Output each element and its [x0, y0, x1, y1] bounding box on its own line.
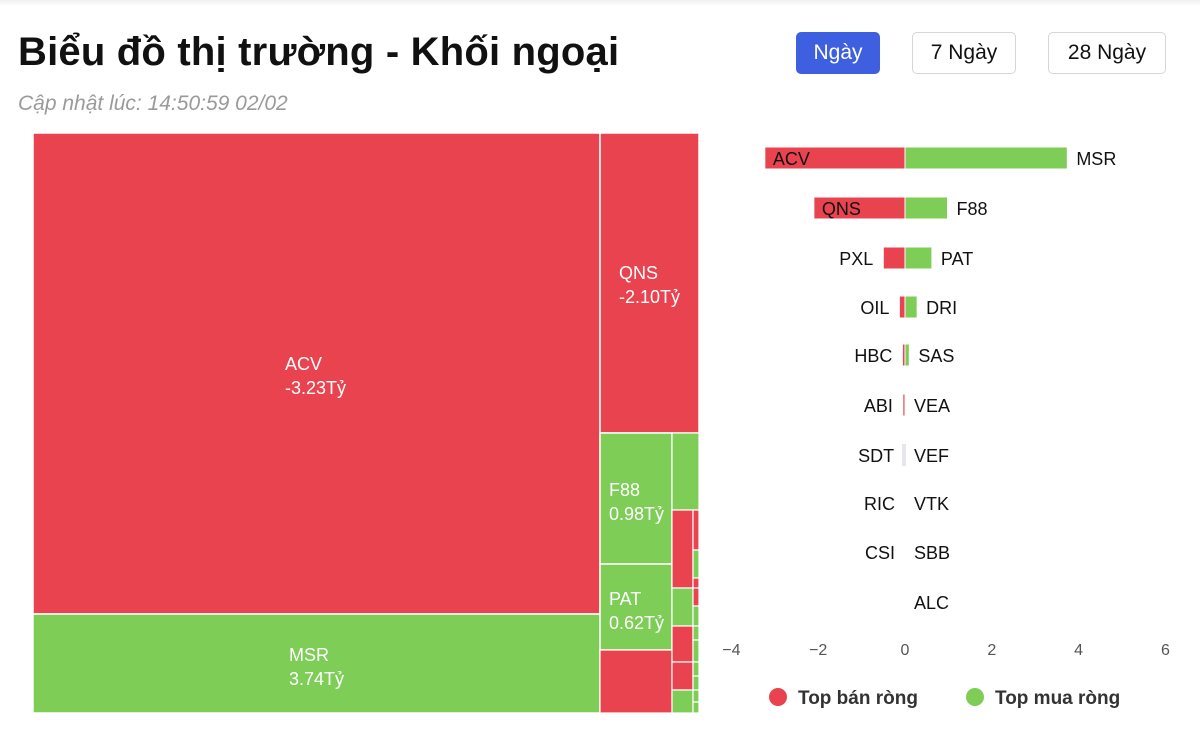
sell-bar-acv[interactable]: [764, 146, 906, 170]
sell-bar-qns[interactable]: [813, 196, 906, 220]
sell-bar-abi[interactable]: [902, 393, 906, 417]
treemap-small-tile[interactable]: [692, 549, 700, 579]
treemap-tile-qns[interactable]: [599, 132, 700, 434]
treemap-small-tile[interactable]: [692, 689, 700, 703]
treemap-small-tile[interactable]: [671, 432, 700, 511]
period-day-button[interactable]: Ngày: [796, 32, 880, 74]
treemap-value-acv: -3.23Tỷ: [285, 378, 346, 398]
treemap-small-tile[interactable]: [692, 661, 700, 677]
buy-bar-sas[interactable]: [904, 343, 910, 367]
sell-label-ric: RIC: [864, 494, 895, 514]
sell-bar-oil[interactable]: [898, 295, 906, 319]
treemap-small-tile[interactable]: [671, 661, 694, 691]
legend-marker-sell[interactable]: [769, 688, 787, 706]
x-tick-label: 0: [901, 642, 910, 659]
treemap-label-f88: F88: [609, 480, 640, 500]
buy-label-sas: SAS: [918, 346, 954, 366]
treemap-small-tile[interactable]: [692, 625, 700, 641]
treemap-label-msr: MSR: [289, 645, 329, 665]
treemap-label-pat: PAT: [609, 589, 641, 609]
zero-bar-marker: [902, 444, 906, 466]
treemap-tile-pat[interactable]: [599, 563, 673, 651]
treemap-small-tile[interactable]: [599, 649, 673, 714]
treemap-value-f88: 0.98Tỷ: [609, 504, 664, 524]
sell-bar-pxl[interactable]: [882, 246, 906, 270]
sell-label-csi: CSI: [865, 543, 895, 563]
sell-label-acv: ACV: [773, 149, 810, 169]
x-tick-label: 6: [1161, 642, 1170, 659]
buy-bar-msr[interactable]: [904, 146, 1068, 170]
x-tick-label: 4: [1074, 642, 1083, 659]
treemap-small-tile[interactable]: [671, 587, 694, 627]
legend-label-sell[interactable]: Top bán ròng: [798, 688, 918, 709]
treemap-value-pat: 0.62Tỷ: [609, 613, 664, 633]
buy-label-vea: VEA: [914, 396, 950, 416]
sell-bar-sdt[interactable]: [903, 443, 906, 467]
buy-bar-f88[interactable]: [904, 196, 949, 220]
treemap-small-tile[interactable]: [692, 577, 700, 589]
sell-label-qns: QNS: [822, 199, 861, 219]
treemap-small-tile[interactable]: [692, 605, 700, 627]
sell-label-abi: ABI: [864, 396, 893, 416]
page-title: Biểu đồ thị trường - Khối ngoại: [18, 30, 620, 74]
buy-label-vtk: VTK: [914, 494, 949, 514]
legend-marker-buy[interactable]: [966, 688, 984, 706]
buy-label-f88: F88: [957, 199, 988, 219]
sell-label-pxl: PXL: [839, 249, 873, 269]
treemap-value-msr: 3.74Tỷ: [289, 669, 344, 689]
buy-label-vef: VEF: [914, 446, 949, 466]
top-divider: [0, 0, 1200, 6]
treemap-tile-f88[interactable]: [599, 432, 673, 565]
buy-bar-pat[interactable]: [904, 246, 933, 270]
buy-label-alc: ALC: [914, 593, 949, 613]
treemap-small-tile[interactable]: [671, 625, 694, 663]
treemap-label-qns: QNS: [619, 263, 658, 283]
treemap-small-tile[interactable]: [692, 587, 700, 607]
x-tick-label: −4: [722, 642, 740, 659]
buy-label-msr: MSR: [1076, 149, 1116, 169]
sell-label-oil: OIL: [860, 298, 889, 318]
treemap-label-acv: ACV: [285, 354, 322, 374]
sell-bar-hbc[interactable]: [901, 343, 906, 367]
legend-label-buy[interactable]: Top mua ròng: [995, 688, 1120, 709]
updated-timestamp: Cập nhật lúc: 14:50:59 02/02: [18, 92, 288, 115]
sell-label-sdt: SDT: [858, 446, 894, 466]
treemap-tile-acv[interactable]: [32, 132, 601, 615]
treemap-small-tile[interactable]: [692, 675, 700, 691]
x-tick-label: −2: [809, 642, 827, 659]
treemap-small-tile[interactable]: [692, 639, 700, 663]
treemap-tile-msr[interactable]: [32, 613, 601, 714]
x-tick-label: 2: [987, 642, 996, 659]
treemap-small-tile[interactable]: [671, 689, 694, 714]
period-7-days-button[interactable]: 7 Ngày: [912, 32, 1016, 74]
treemap-value-qns: -2.10Tỷ: [619, 287, 680, 307]
treemap-small-tile[interactable]: [692, 701, 700, 714]
treemap-small-tile[interactable]: [671, 509, 694, 589]
buy-label-sbb: SBB: [914, 543, 950, 563]
sell-label-hbc: HBC: [854, 346, 892, 366]
buy-label-pat: PAT: [941, 249, 973, 269]
period-28-days-button[interactable]: 28 Ngày: [1048, 32, 1166, 74]
treemap-small-tile[interactable]: [692, 509, 700, 551]
buy-bar-dri[interactable]: [904, 295, 918, 319]
buy-label-dri: DRI: [926, 298, 957, 318]
